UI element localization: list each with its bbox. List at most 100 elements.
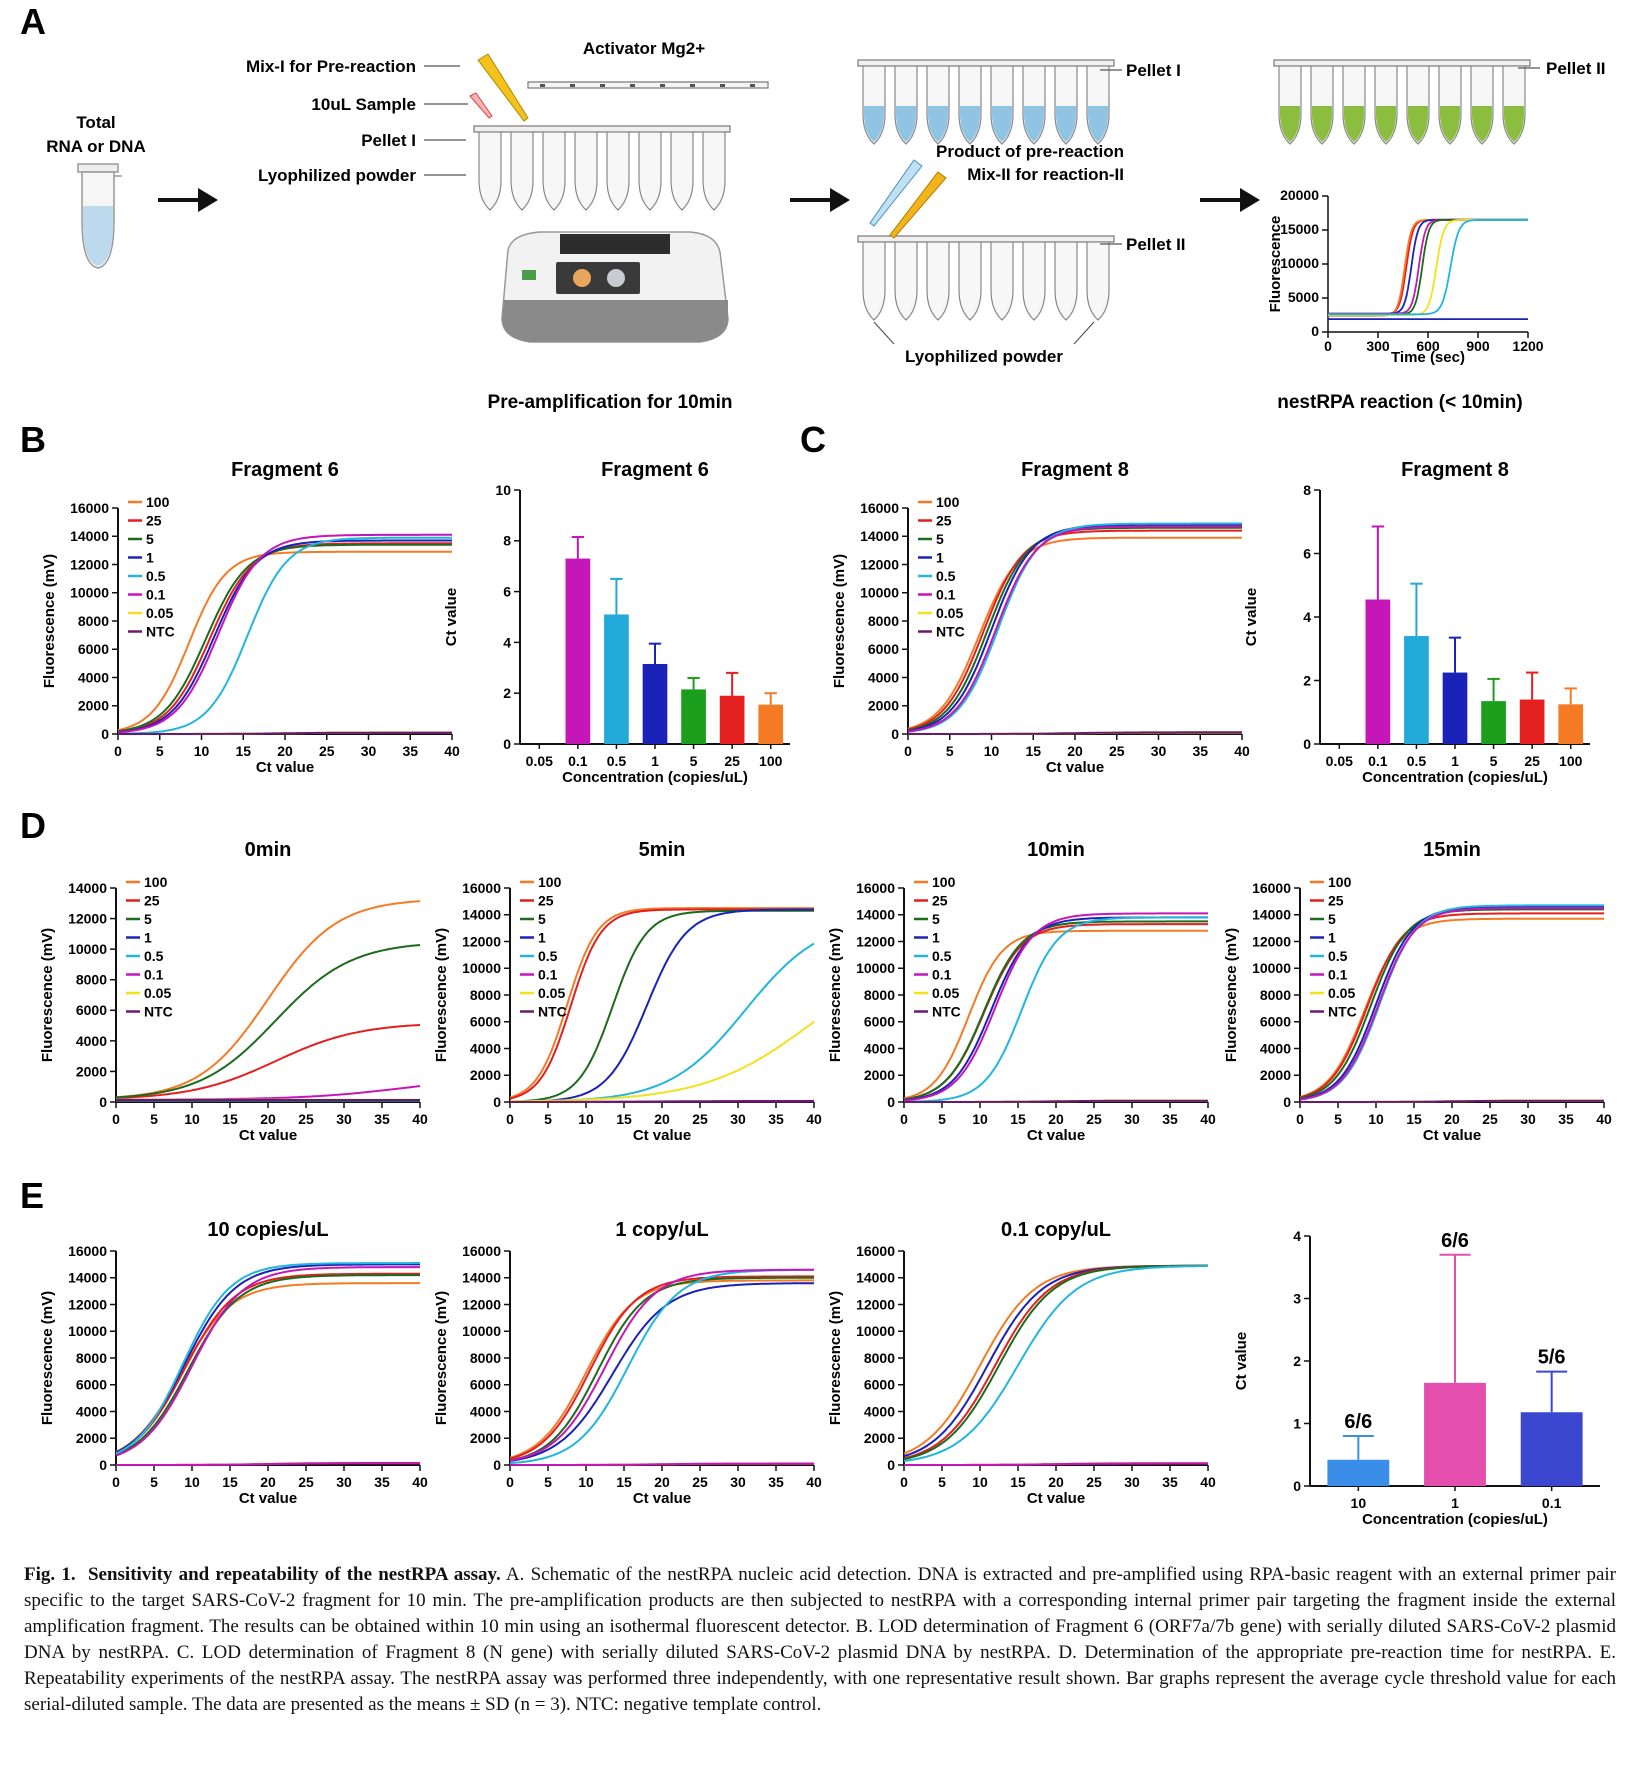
y-tick-label: 2000: [864, 1430, 895, 1446]
series-line-NTC: [1300, 1099, 1604, 1103]
x-tick-label: 5: [544, 1111, 552, 1127]
legend-label: 5: [936, 531, 944, 547]
y-tick-label: 2000: [1260, 1067, 1291, 1083]
x-tick-label: 30: [1520, 1111, 1536, 1127]
x-tick-label: 20: [260, 1474, 276, 1490]
y-tick-label: 2000: [864, 1067, 895, 1083]
x-tick-label: 35: [374, 1111, 390, 1127]
y-tick-label: 10000: [1280, 255, 1319, 271]
y-tick-label: 4000: [470, 1040, 501, 1056]
legend-label: 0.1: [1328, 967, 1348, 983]
chart-title: Fragment 6: [231, 459, 339, 481]
bar-100: [1558, 704, 1584, 744]
series-line-5: [115, 944, 421, 1099]
legend-label: 5: [538, 911, 546, 927]
y-tick-label: 2000: [868, 698, 899, 714]
x-tick-label: 10: [1351, 1495, 1367, 1511]
tube-icon: [77, 163, 122, 269]
tube: [574, 131, 598, 211]
x-tick-label: 10: [984, 743, 1000, 759]
legend-label: 0.05: [538, 985, 565, 1001]
x-tick-label: 30: [1124, 1111, 1140, 1127]
series-line-1: [509, 1275, 814, 1460]
x-tick-label: 20: [277, 743, 293, 759]
series-line-5: [115, 1266, 420, 1457]
y-tick-label: 6000: [868, 641, 899, 657]
x-tick-label: 20: [1067, 743, 1083, 759]
x-tick-label: 10: [194, 743, 210, 759]
pellet2-mid-label: Pellet II: [1126, 235, 1186, 254]
x-tick-label: 40: [1234, 743, 1250, 759]
bar-1: [1442, 672, 1468, 744]
x-tick-label: 15: [1406, 1111, 1422, 1127]
y-tick-label: 4000: [864, 1040, 895, 1056]
y-axis-label: Ct value: [1243, 588, 1260, 646]
series-line-2: [509, 1276, 814, 1462]
y-tick-label: 3: [1293, 1290, 1301, 1306]
pellet1-mid-label: Pellet I: [1126, 61, 1181, 80]
legend-label: 1: [146, 550, 154, 566]
x-tick-label: 20: [1444, 1111, 1460, 1127]
y-tick-label: 2: [503, 685, 511, 701]
series-line-7: [510, 1462, 814, 1466]
y-tick-label: 20000: [1280, 187, 1319, 203]
legend-label: 25: [144, 893, 160, 909]
series-line-4: [115, 1262, 420, 1455]
lyo-mid-label: Lyophilized powder: [905, 347, 1063, 366]
sample-label: 10uL Sample: [311, 95, 416, 114]
series-line-100: [903, 929, 1208, 1100]
x-tick-label: 0.5: [1407, 753, 1427, 769]
x-tick-label: 10: [184, 1474, 200, 1490]
tube-liquid: [1056, 106, 1076, 142]
figure-caption: Fig. 1. Sensitivity and repeatability of…: [24, 1562, 1616, 1718]
y-tick-label: 2000: [76, 1063, 107, 1079]
panel-letter-c: C: [800, 419, 826, 460]
tube-liquid: [864, 106, 884, 142]
y-tick-label: 10000: [856, 1323, 895, 1339]
y-tick-label: 16000: [462, 1243, 501, 1259]
legend-label: 0.05: [146, 605, 173, 621]
legend-label: 25: [146, 513, 162, 529]
y-axis-label: Fluorescence (mV): [433, 1291, 450, 1425]
x-tick-label: 0.1: [1542, 1495, 1562, 1511]
x-tick-label: 5: [150, 1111, 158, 1127]
tube-liquid: [960, 106, 980, 142]
series-line-100: [115, 900, 421, 1099]
y-tick-label: 15000: [1280, 221, 1319, 237]
legend-label: 0.5: [144, 948, 164, 964]
x-axis-label: Concentration (copies/uL): [1362, 769, 1548, 786]
y-tick-label: 10000: [68, 1323, 107, 1339]
legend-label: 0.1: [936, 587, 956, 603]
y-tick-label: 14000: [860, 528, 899, 544]
y-tick-label: 4000: [76, 1033, 107, 1049]
y-tick-label: 0: [493, 1094, 501, 1110]
legend-label: 0.5: [932, 948, 952, 964]
strip-cap: [857, 235, 1115, 243]
legend-label: 25: [538, 893, 554, 909]
y-axis-label: Ct value: [1233, 1332, 1250, 1390]
x-tick-label: 30: [336, 1474, 352, 1490]
tube-liquid: [896, 106, 916, 142]
x-axis-label: Ct value: [633, 1490, 691, 1507]
y-tick-label: 16000: [860, 500, 899, 516]
y-tick-label: 14000: [68, 880, 107, 896]
x-tick-label: 15: [616, 1474, 632, 1490]
x-tick-label: 30: [730, 1111, 746, 1127]
y-tick-label: 4000: [470, 1403, 501, 1419]
series-line-0.1: [1299, 907, 1604, 1101]
series-line-1: [115, 1272, 420, 1454]
y-tick-label: 0: [99, 1094, 107, 1110]
y-tick-label: 0: [1311, 323, 1319, 339]
chart-title: Fragment 8: [1021, 459, 1129, 481]
y-tick-label: 6000: [78, 641, 109, 657]
x-tick-label: 0.1: [1368, 753, 1388, 769]
y-tick-label: 16000: [856, 880, 895, 896]
x-tick-label: 20: [1048, 1111, 1064, 1127]
series-line-7: [116, 1462, 420, 1466]
y-tick-label: 0: [101, 726, 109, 742]
x-tick-label: 10: [578, 1474, 594, 1490]
x-tick-label: 35: [1162, 1111, 1178, 1127]
chart-d-0min: 0 2000 4000 6000 8000 10000 12000 14000 0min Fluo…: [39, 839, 428, 1144]
x-tick-label: 5: [938, 1111, 946, 1127]
pipette-icon: [469, 53, 529, 122]
